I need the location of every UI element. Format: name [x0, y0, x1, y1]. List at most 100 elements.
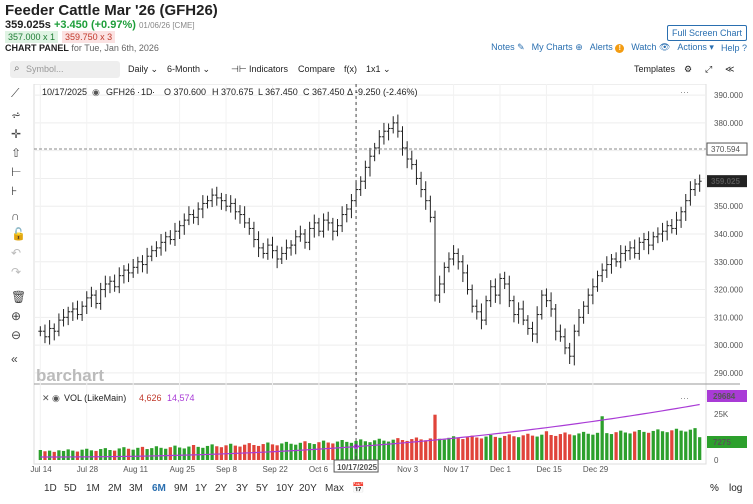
crosshair-date-label: 10/17/2025 [337, 463, 378, 472]
timeframe-5y[interactable]: 5Y [256, 483, 269, 494]
magnet-icon[interactable]: ∩ [11, 209, 20, 223]
lock-icon[interactable]: 🔓 [11, 227, 26, 241]
vol-value: 4,626 [139, 393, 162, 403]
ohlc-bar [98, 282, 103, 310]
vol-tag-label: 7275 [713, 438, 731, 447]
my-charts-link[interactable]: My Charts ⊕ [532, 42, 583, 53]
ohlc-bar [159, 234, 164, 256]
templates-button[interactable]: Templates [634, 64, 676, 74]
question-icon: ? [741, 42, 747, 53]
indicators-button[interactable]: Indicators [249, 64, 289, 74]
timeframe-20y[interactable]: 20Y [299, 483, 317, 494]
line-tool-icon[interactable]: ⟋ [11, 86, 20, 100]
oi-tag-box [707, 390, 747, 402]
symbol-search-input[interactable]: ⌕ Symbol... [10, 61, 120, 78]
layout-dropdown[interactable]: 1x1 ⌄ [366, 64, 391, 75]
vol-more-icon[interactable]: ··· [680, 393, 689, 403]
last-price: 359.025s [5, 19, 51, 31]
ohlc-bar [344, 204, 349, 223]
ohlc-bar [535, 306, 540, 344]
timeframe-5d[interactable]: 5D [64, 483, 77, 494]
fib-tool-icon[interactable]: ⩫ [11, 108, 22, 122]
open-interest-line [40, 403, 700, 458]
volume-bar [679, 430, 683, 460]
volume-bar [665, 432, 669, 460]
ohlc-bar [470, 284, 475, 313]
timeframe-3y[interactable]: 3Y [236, 483, 249, 494]
volume-bar [628, 433, 632, 460]
timeframe-2y[interactable]: 2Y [215, 483, 228, 494]
log-toggle[interactable]: log [729, 483, 743, 494]
timeframe-2m[interactable]: 2M [108, 483, 122, 494]
volume-bar [461, 439, 465, 460]
legend-date: 10/17/2025 [42, 87, 87, 97]
bar-type-icon[interactable]: ⊣⊢ [231, 64, 247, 74]
collapse-tools-icon[interactable]: « [11, 352, 18, 366]
ohlc-bar [316, 217, 321, 237]
gear-icon[interactable]: ⚙ [684, 64, 693, 74]
bid-value: 357.000 x 1 [5, 31, 59, 43]
pitchfork-tool-icon[interactable]: ⊢ [11, 165, 22, 179]
volume-bar [349, 442, 354, 460]
ohlc-bar [191, 209, 196, 224]
volume-bar [633, 431, 637, 460]
measure-tool-icon[interactable]: ⊦ [11, 184, 18, 198]
interval-dropdown[interactable]: Daily ⌄ [128, 64, 158, 75]
ohlc-bar [437, 275, 442, 303]
timeframe-10y[interactable]: 10Y [276, 483, 294, 494]
zoom-out-icon[interactable]: ⊖ [11, 328, 22, 342]
expand-icon[interactable]: ⤢ [705, 64, 713, 74]
undo-icon[interactable]: ↶ [11, 246, 22, 260]
fx-button[interactable]: f(x) [344, 64, 357, 74]
timeframe-6m[interactable]: 6M [152, 483, 166, 494]
timeframe-1y[interactable]: 1Y [195, 483, 208, 494]
volume-bar [609, 434, 614, 460]
timeframe-max[interactable]: Max [325, 483, 344, 494]
trash-icon[interactable]: 🗑 [11, 290, 27, 304]
timeframe-1d[interactable]: 1D [44, 483, 57, 494]
percent-toggle[interactable]: % [710, 483, 719, 494]
zoom-in-icon[interactable]: ⊕ [11, 309, 22, 323]
shapes-tool-icon[interactable]: ✛ [11, 127, 22, 141]
volume-bar [410, 439, 414, 460]
ohlc-bar [530, 321, 535, 342]
actions-menu[interactable]: Actions ▾ [677, 42, 714, 53]
close-icon[interactable]: ✕ [42, 393, 50, 403]
alerts-link[interactable]: Alerts ! [590, 42, 625, 53]
timeframe-9m[interactable]: 9M [174, 483, 188, 494]
collapse-icon[interactable]: ≪ [725, 64, 735, 74]
ohlc-bar [377, 130, 382, 155]
calendar-icon[interactable]: 📅 [352, 483, 365, 494]
volume-bar [94, 450, 98, 460]
help-link[interactable]: Help ? [721, 43, 747, 53]
notes-link[interactable]: Notes ✎ [491, 42, 525, 53]
ohlc-bar [335, 219, 340, 237]
time-tick-label: Jul 28 [77, 465, 99, 474]
volume-bar [656, 429, 660, 460]
ohlc-bar [419, 171, 424, 198]
ohlc-bar [289, 240, 294, 256]
watch-link[interactable]: Watch 👁 [631, 42, 670, 53]
volume-bar [465, 437, 470, 460]
price-chart[interactable]: 390.000380.000370.000360.000350.000340.0… [0, 84, 753, 504]
range-dropdown[interactable]: 6-Month ⌄ [167, 64, 210, 75]
ohlc-bar [56, 313, 61, 337]
legend-more-icon[interactable]: ··· [680, 87, 689, 97]
full-screen-chart-button[interactable]: Full Screen Chart [666, 25, 747, 41]
volume-bar [377, 438, 381, 460]
volume-bar [382, 440, 386, 460]
eye-icon[interactable]: ◉ [52, 393, 60, 403]
redo-icon[interactable]: ↷ [11, 265, 22, 279]
volume-bar [140, 446, 145, 460]
arrow-tool-icon[interactable]: ⇧ [11, 146, 22, 160]
volume-bar [698, 437, 702, 460]
eye-icon[interactable]: ◉ [92, 87, 100, 97]
timeframe-3m[interactable]: 3M [129, 483, 143, 494]
volume-bar [89, 450, 94, 460]
time-tick-label: Nov 3 [397, 465, 418, 474]
timeframe-1m[interactable]: 1M [86, 483, 100, 494]
chevron-down-icon: ⌄ [150, 64, 159, 74]
compare-button[interactable]: Compare [298, 64, 336, 74]
ohlc-bar [275, 245, 280, 269]
volume-bar [335, 441, 340, 460]
